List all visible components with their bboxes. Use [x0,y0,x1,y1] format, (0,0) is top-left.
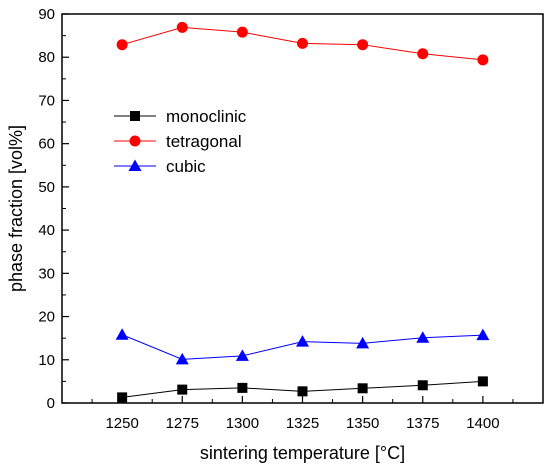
legend: monoclinic tetragonal cubic [114,107,247,176]
y-tick-label: 0 [47,395,55,412]
y-tick-label: 50 [38,179,55,196]
data-point-tetragonal [297,37,308,49]
data-point-monoclinic [177,384,188,395]
y-tick-label: 30 [38,265,55,282]
x-tick-label: 1325 [286,415,319,432]
data-point-tetragonal [236,26,248,38]
tick-layer: 0 10 20 30 40 50 60 70 80 90 1250 1275 1300 1325 1350 1… [38,6,544,432]
legend-item-monoclinic: monoclinic [114,107,247,126]
series-monoclinic [117,376,488,403]
legend-label: monoclinic [166,107,247,126]
y-tick-label: 70 [38,92,55,109]
data-point-cubic [175,352,189,365]
data-point-tetragonal [417,48,429,60]
data-point-monoclinic [117,392,128,403]
legend-marker [129,135,141,147]
data-point-cubic [235,349,249,361]
x-tick-label: 1250 [105,415,138,432]
data-point-tetragonal [477,54,489,66]
legend-marker [130,111,140,121]
y-tick-label: 20 [38,309,55,326]
data-point-cubic [416,331,430,343]
data-point-cubic [115,328,129,340]
series-cubic [115,328,490,365]
data-point-cubic [356,336,370,349]
x-tick-label: 1275 [166,415,199,432]
legend-label: cubic [166,157,206,176]
data-point-monoclinic [297,386,308,397]
y-tick-label: 60 [38,136,55,153]
series-tetragonal [116,21,489,66]
legend-label: tetragonal [166,132,242,151]
legend-marker [128,159,142,171]
data-point-monoclinic [477,376,488,387]
y-tick-label: 80 [38,49,55,66]
data-point-tetragonal [176,21,188,33]
x-tick-label: 1375 [406,415,439,432]
x-tick-label: 1350 [346,415,379,432]
data-point-cubic [296,335,309,347]
data-point-monoclinic [357,383,368,394]
y-tick-label: 10 [38,352,55,369]
data-point-tetragonal [357,39,369,51]
data-point-monoclinic [237,382,248,393]
data-point-tetragonal [116,39,128,51]
x-axis-title: sintering temperature [°C] [200,443,405,463]
y-tick-label: 90 [38,6,55,23]
legend-item-cubic: cubic [114,157,206,176]
x-tick-label: 1300 [226,415,259,432]
y-tick-label: 40 [38,222,55,239]
y-axis-title: phase fraction [vol%] [6,125,26,292]
series-layer [115,21,490,403]
legend-item-tetragonal: tetragonal [114,132,242,151]
data-point-cubic [476,328,490,341]
data-point-monoclinic [417,380,428,391]
x-tick-label: 1400 [466,415,499,432]
